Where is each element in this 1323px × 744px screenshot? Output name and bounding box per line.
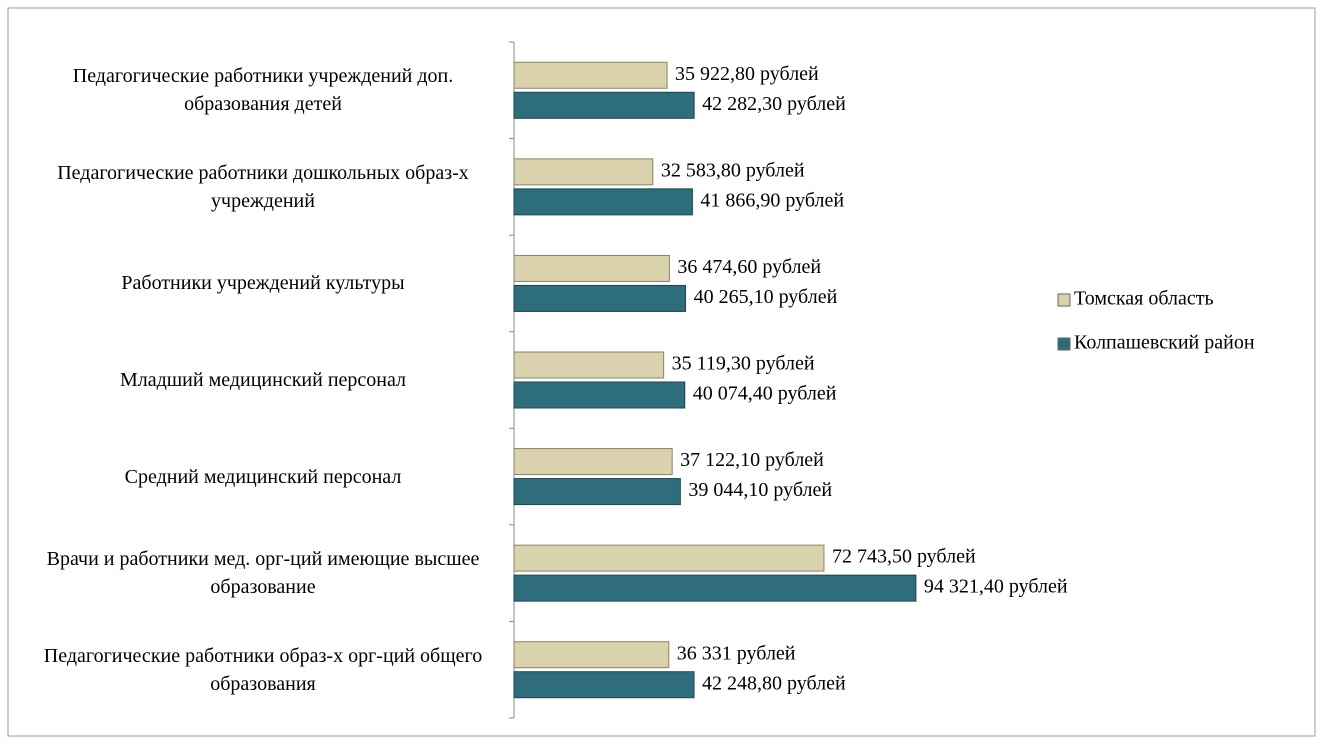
bar [513,158,654,186]
data-label: 72 743,50 рублей [832,546,976,568]
data-label: 36 474,60 рублей [677,256,821,278]
category-label: Педагогические работники образ-х орг-ций… [43,644,483,695]
data-label: 37 122,10 рублей [680,449,824,471]
data-label: 41 866,90 рублей [700,189,844,211]
data-label: 40 074,40 рублей [693,383,837,405]
category-label: Врачи и работники мед. орг-ций имеющие в… [46,548,480,599]
legend-swatch [1057,293,1071,307]
bar [513,671,695,699]
category-label: Педагогические работники учреждений доп.… [72,65,454,116]
category-label: Работники учреждений культуры [121,272,405,295]
data-label: 42 282,30 рублей [702,93,846,115]
bar [513,544,825,572]
bar [513,574,917,602]
bar [513,188,693,216]
legend-swatch [1057,337,1071,351]
data-label: 32 583,80 рублей [661,159,805,181]
category-label: Средний медицинский персонал [124,465,402,488]
data-label: 42 248,80 рублей [702,672,846,694]
legend-label: Томская область [1074,288,1214,310]
category-label: Педагогические работники дошкольных обра… [57,161,469,212]
data-label: 39 044,10 рублей [688,479,832,501]
bar [513,478,681,506]
bar [513,381,686,409]
data-label: 35 119,30 рублей [672,353,815,375]
bar [513,91,695,119]
legend-label: Колпашевский район [1074,332,1255,354]
data-label: 35 922,80 рублей [675,63,819,85]
data-label: 40 265,10 рублей [694,286,838,308]
bar [513,641,670,669]
data-label: 36 331 рублей [677,642,796,664]
bar [513,61,668,89]
data-label: 94 321,40 рублей [924,576,1068,598]
category-label: Младший медицинский персонал [119,369,407,391]
bar [513,254,670,282]
bar [513,351,665,379]
bar [513,284,687,312]
bar [513,448,673,476]
